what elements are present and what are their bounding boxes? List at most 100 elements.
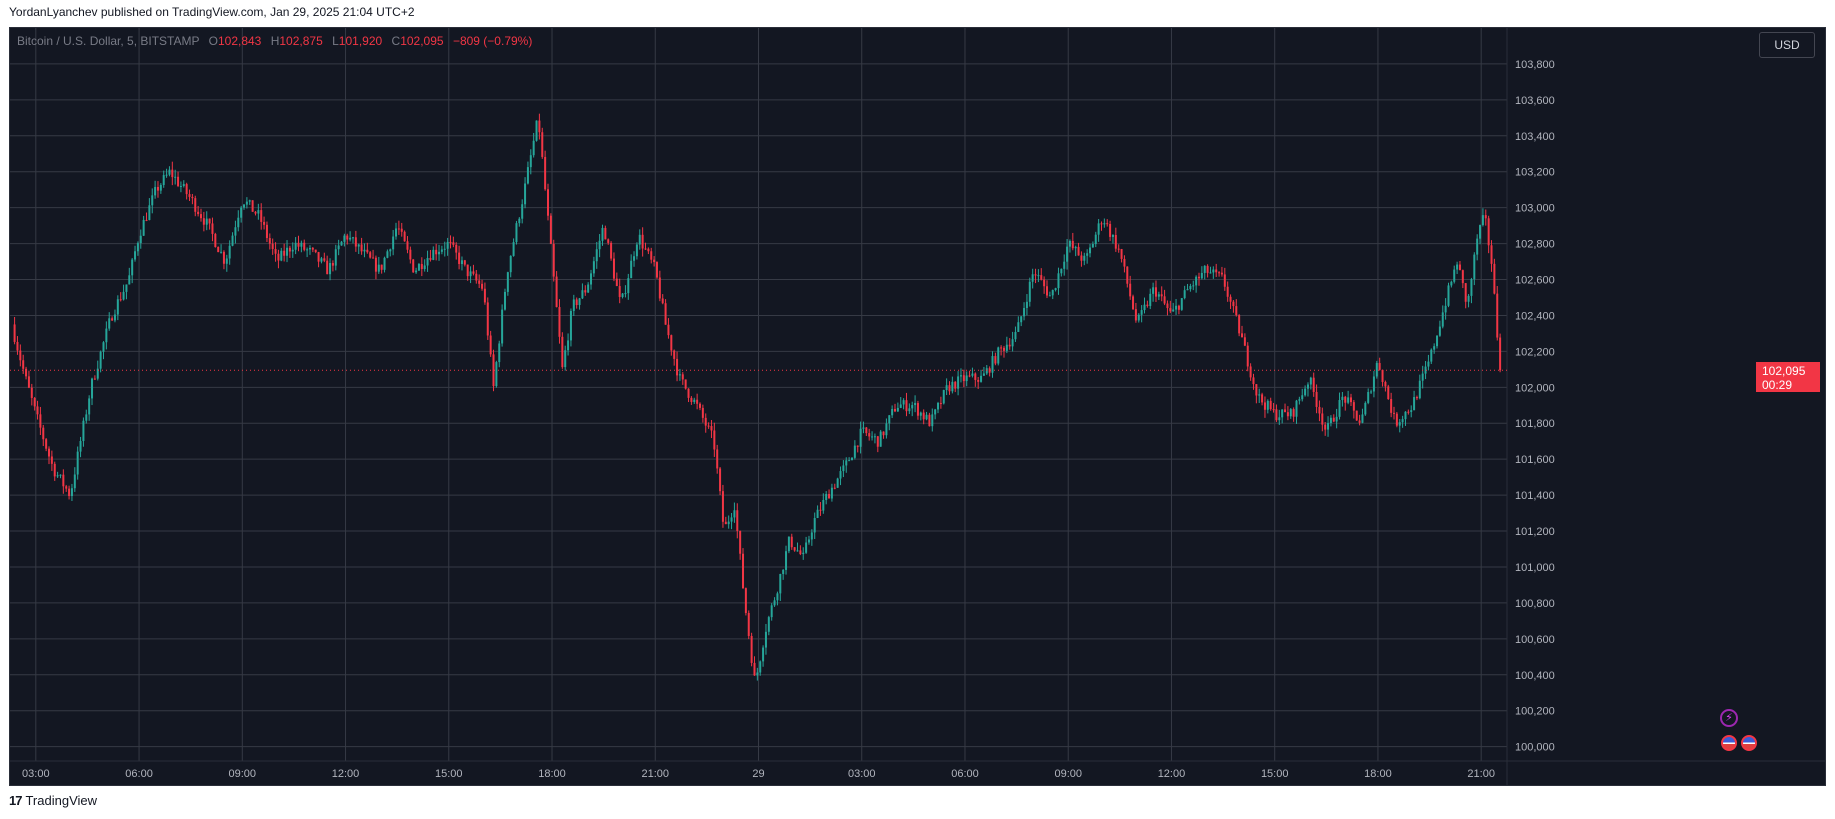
candle-body — [612, 258, 615, 279]
candle-body — [211, 223, 214, 234]
candle-body — [415, 270, 418, 273]
candle-body — [1484, 215, 1487, 219]
candle-body — [1091, 243, 1094, 248]
candle-body — [753, 662, 756, 676]
candle-body — [805, 542, 808, 553]
symbol-legend: Bitcoin / U.S. Dollar, 5, BITSTAMP O102,… — [17, 34, 532, 48]
candle-body — [518, 218, 521, 224]
candle-body — [116, 299, 119, 315]
candle-body — [108, 318, 111, 329]
candle-body — [1149, 293, 1152, 306]
us-flag-icon[interactable] — [1721, 735, 1737, 751]
candle-body — [1100, 223, 1103, 225]
candle-body — [968, 375, 971, 377]
candle-body — [1358, 420, 1361, 423]
candle-body — [1094, 234, 1097, 244]
candle-body — [1120, 248, 1123, 259]
candle-body — [564, 350, 567, 368]
candle-body — [641, 234, 644, 249]
chart-panel[interactable]: 100,000 100,200 100,400 100,600 100,800 101,0… — [9, 27, 1826, 786]
candle-body — [317, 252, 320, 262]
candle-body — [526, 167, 529, 184]
candle-body — [1066, 246, 1069, 262]
candle-body — [88, 398, 91, 415]
candle-body — [1109, 223, 1112, 237]
candle-body — [498, 343, 501, 363]
candle-body — [1481, 215, 1484, 226]
candle-body — [481, 283, 484, 289]
candle-body — [222, 251, 225, 264]
candle-body — [1375, 363, 1378, 377]
candle-body — [770, 605, 773, 618]
candle-body — [1080, 255, 1083, 261]
candle-body — [842, 465, 845, 472]
candle-body — [286, 247, 289, 256]
candle-body — [1215, 269, 1218, 273]
candle-body — [896, 407, 899, 412]
lightning-icon[interactable]: ⚡ — [1720, 709, 1738, 727]
candle-body — [1246, 345, 1249, 367]
candle-body — [53, 463, 56, 477]
candle-body — [802, 552, 805, 555]
candle-body — [417, 263, 420, 271]
candle-body — [220, 251, 223, 253]
candle-body — [1367, 392, 1370, 403]
candle-body — [191, 196, 194, 199]
candle-body — [1146, 304, 1149, 306]
candle-body — [696, 399, 699, 404]
candle-body — [1349, 397, 1352, 403]
y-tick-label: 101,400 — [1515, 490, 1555, 502]
candle-body — [1014, 331, 1017, 340]
footer-branding[interactable]: 17 TradingView — [9, 793, 97, 808]
candle-body — [1341, 396, 1344, 401]
candle-body — [492, 354, 495, 387]
candle-body — [1378, 363, 1381, 370]
candle-body — [931, 414, 934, 427]
candle-body — [796, 550, 799, 552]
candle-body — [148, 205, 151, 221]
candle-body — [25, 368, 28, 377]
candle-body — [234, 227, 237, 236]
grid-lines — [10, 28, 1507, 761]
candle-body — [265, 224, 268, 239]
candle-body — [601, 227, 604, 241]
candle-body — [326, 260, 329, 275]
candle-body — [1390, 399, 1393, 413]
candle-body — [868, 433, 871, 437]
us-flag-icon[interactable] — [1741, 735, 1757, 751]
candle-body — [168, 169, 171, 175]
candle-body — [403, 231, 406, 242]
x-tick-label: 21:00 — [641, 768, 669, 780]
candle-body — [495, 362, 498, 387]
candle-body — [214, 233, 217, 248]
candle-body — [91, 378, 94, 399]
candles — [13, 113, 1502, 681]
candle-body — [185, 184, 188, 195]
candle-body — [179, 185, 182, 187]
candle-body — [151, 195, 154, 206]
candle-body — [1404, 411, 1407, 420]
candle-body — [676, 358, 679, 376]
candle-body — [839, 471, 842, 479]
candle-body — [939, 402, 942, 404]
candle-body — [1275, 409, 1278, 421]
candle-body — [879, 431, 882, 447]
candle-body — [1344, 396, 1347, 403]
candle-body — [1415, 397, 1418, 399]
candle-body — [716, 449, 719, 469]
candle-body — [1229, 296, 1232, 302]
candle-body — [323, 258, 326, 261]
candle-body — [902, 400, 905, 405]
candle-body — [85, 414, 88, 421]
candlestick-chart[interactable]: 100,000 100,200 100,400 100,600 100,800 101,0… — [10, 28, 1825, 785]
candle-body — [1398, 422, 1401, 426]
candle-body — [475, 273, 478, 281]
candle-body — [982, 373, 985, 376]
candle-body — [188, 194, 191, 197]
candle-body — [1355, 410, 1358, 421]
candle-body — [592, 261, 595, 274]
candle-body — [859, 428, 862, 447]
currency-button[interactable]: USD — [1759, 32, 1815, 58]
candle-body — [1418, 380, 1421, 399]
candle-body — [1008, 344, 1011, 347]
